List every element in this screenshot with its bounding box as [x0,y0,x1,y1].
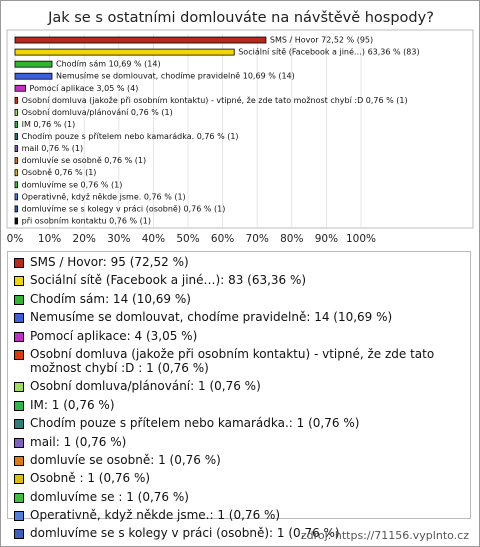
legend-item: Pomocí aplikace: 4 (3,05 %) [12,329,466,343]
bar [14,205,19,213]
legend-label: Osobně : 1 (0,76 %) [30,471,151,486]
legend-swatch [14,529,24,540]
legend-label: domluvíe se osobně: 1 (0,76 %) [30,452,221,467]
legend-swatch [14,276,24,287]
legend-swatch [14,294,24,305]
legend-item: Osobně : 1 (0,76 %) [12,471,466,485]
legend-label: Osobní domluva (jakože při osobním konta… [30,346,435,375]
legend-swatch [14,349,24,360]
legend-swatch [14,437,24,448]
x-tick-label: 100% [346,233,376,245]
legend-item: Nemusíme se domlouvat, chodíme pravideln… [12,310,466,324]
x-tick-label: 20% [73,233,96,245]
legend-swatch [14,474,24,485]
legend-swatch [14,455,24,466]
legend-label: Chodím pouze s přítelem nebo kamarádka.:… [30,416,360,431]
legend-item: IM: 1 (0,76 %) [12,398,466,412]
legend-item: Osobní domluva/plánování: 1 (0,76 %) [12,379,466,393]
x-tick-label: 60% [211,233,234,245]
legend-swatch [14,382,24,393]
x-tick-label: 70% [246,233,269,245]
bar [14,121,19,128]
chart: Jak se s ostatními domlouváte na návštěv… [6,10,474,245]
bar-label: Osobně 0,76 % (1) [22,168,97,177]
bar [14,145,19,152]
legend-item: Sociální sítě (Facebook a jiné…): 83 (63… [12,273,466,287]
legend-item: SMS / Hovor: 95 (72,52 %) [12,255,466,269]
legend-label: Nemusíme se domlouvat, chodíme pravideln… [30,310,393,325]
bar [14,193,19,201]
legend-swatch [14,400,24,411]
bar-label: domluvíe se osobně 0,76 % (1) [22,156,147,165]
bar-label: Pomocí aplikace 3,05 % (4) [30,84,139,93]
legend-label: při osobním kontaktu: 1 (0,76 %) [30,545,228,546]
bar-label: domluvíme se 0,76 % (1) [22,180,123,189]
legend-item: domluvíe se osobně: 1 (0,76 %) [12,453,466,467]
bar-label: IM 0,76 % (1) [22,120,76,129]
bar [14,157,19,165]
bar [14,133,19,140]
legend-item: při osobním kontaktu: 1 (0,76 %) [12,545,466,546]
bar-label: mail 0,76 % (1) [22,144,84,153]
bar [14,48,235,56]
bar-label: při osobním kontaktu 0,76 % (1) [22,216,151,225]
bar [14,109,19,116]
x-tick-label: 50% [176,233,199,245]
bar [14,36,267,44]
x-tick-label: 30% [107,233,130,245]
x-tick-label: 90% [315,233,338,245]
bar-label: Chodím pouze s přítelem nebo kamarádka. … [22,132,239,141]
legend-label: Pomocí aplikace: 4 (3,05 %) [30,328,198,343]
bar [14,217,19,225]
legend-item: domluvíme se : 1 (0,76 %) [12,490,466,504]
source: zdroj: https://71156.vyplnto.cz [300,529,469,542]
legend: SMS / Hovor: 95 (72,52 %) Sociální sítě (… [7,251,471,546]
legend-swatch [14,419,24,430]
bar-label: Osobní domluva (jakože při osobním konta… [22,95,408,105]
legend-item: Chodím sám: 14 (10,69 %) [12,292,466,306]
bar [14,96,19,104]
legend-label: Chodím sám: 14 (10,69 %) [30,291,191,306]
legend-item: Osobní domluva (jakože při osobním konta… [12,347,466,375]
bar-label: Operativně, když někde jsme. 0,76 % (1) [22,192,186,201]
bar-label: SMS / Hovor 72,52 % (95) [270,36,373,45]
legend-swatch [14,313,24,324]
legend-swatch [14,511,24,522]
plot-frame [6,29,474,229]
legend-label: domluvíme se : 1 (0,76 %) [30,489,189,504]
legend-label: Operativně, když někde jsme.: 1 (0,76 %) [30,508,281,523]
legend-item: Chodím pouze s přítelem nebo kamarádka.:… [12,416,466,430]
x-tick-label: 0% [7,233,24,245]
x-tick-label: 10% [38,233,61,245]
bar [14,169,19,177]
legend-swatch [14,492,24,503]
bar [14,60,53,68]
bar-label: Osobní domluva/plánování 0,76 % (1) [22,108,173,117]
legend-item: Operativně, když někde jsme.: 1 (0,76 %) [12,508,466,522]
bar [14,84,26,92]
bar-label: Sociální sítě (Facebook a jiné…) 63,36 %… [238,47,419,57]
legend-item: mail: 1 (0,76 %) [12,435,466,449]
legend-label: domluvíme se s kolegy v práci (osobně): … [30,526,340,541]
legend-swatch [14,331,24,342]
legend-label: Sociální sítě (Facebook a jiné…): 83 (63… [30,273,307,288]
legend-label: IM: 1 (0,76 %) [30,397,115,412]
legend-item: domluvíme se s kolegy v práci (osobně): … [12,526,466,540]
legend-label: SMS / Hovor: 95 (72,52 %) [30,255,189,269]
x-tick-label: 40% [142,233,165,245]
legend-label: mail: 1 (0,76 %) [30,434,127,449]
bar [14,181,19,189]
x-tick-label: 80% [280,233,303,245]
bar-label: domluvíme se s kolegy v práci (osobně) 0… [22,204,226,213]
legend-swatch [14,258,24,268]
bar-label: Nemusíme se domlouvat, chodíme pravideln… [56,72,295,81]
bar-label: Chodím sám 10,69 % (14) [56,60,161,69]
chart-title: Jak se s ostatními domlouváte na návštěv… [47,10,434,26]
legend-label: Osobní domluva/plánování: 1 (0,76 %) [30,379,261,394]
bar [14,72,53,80]
